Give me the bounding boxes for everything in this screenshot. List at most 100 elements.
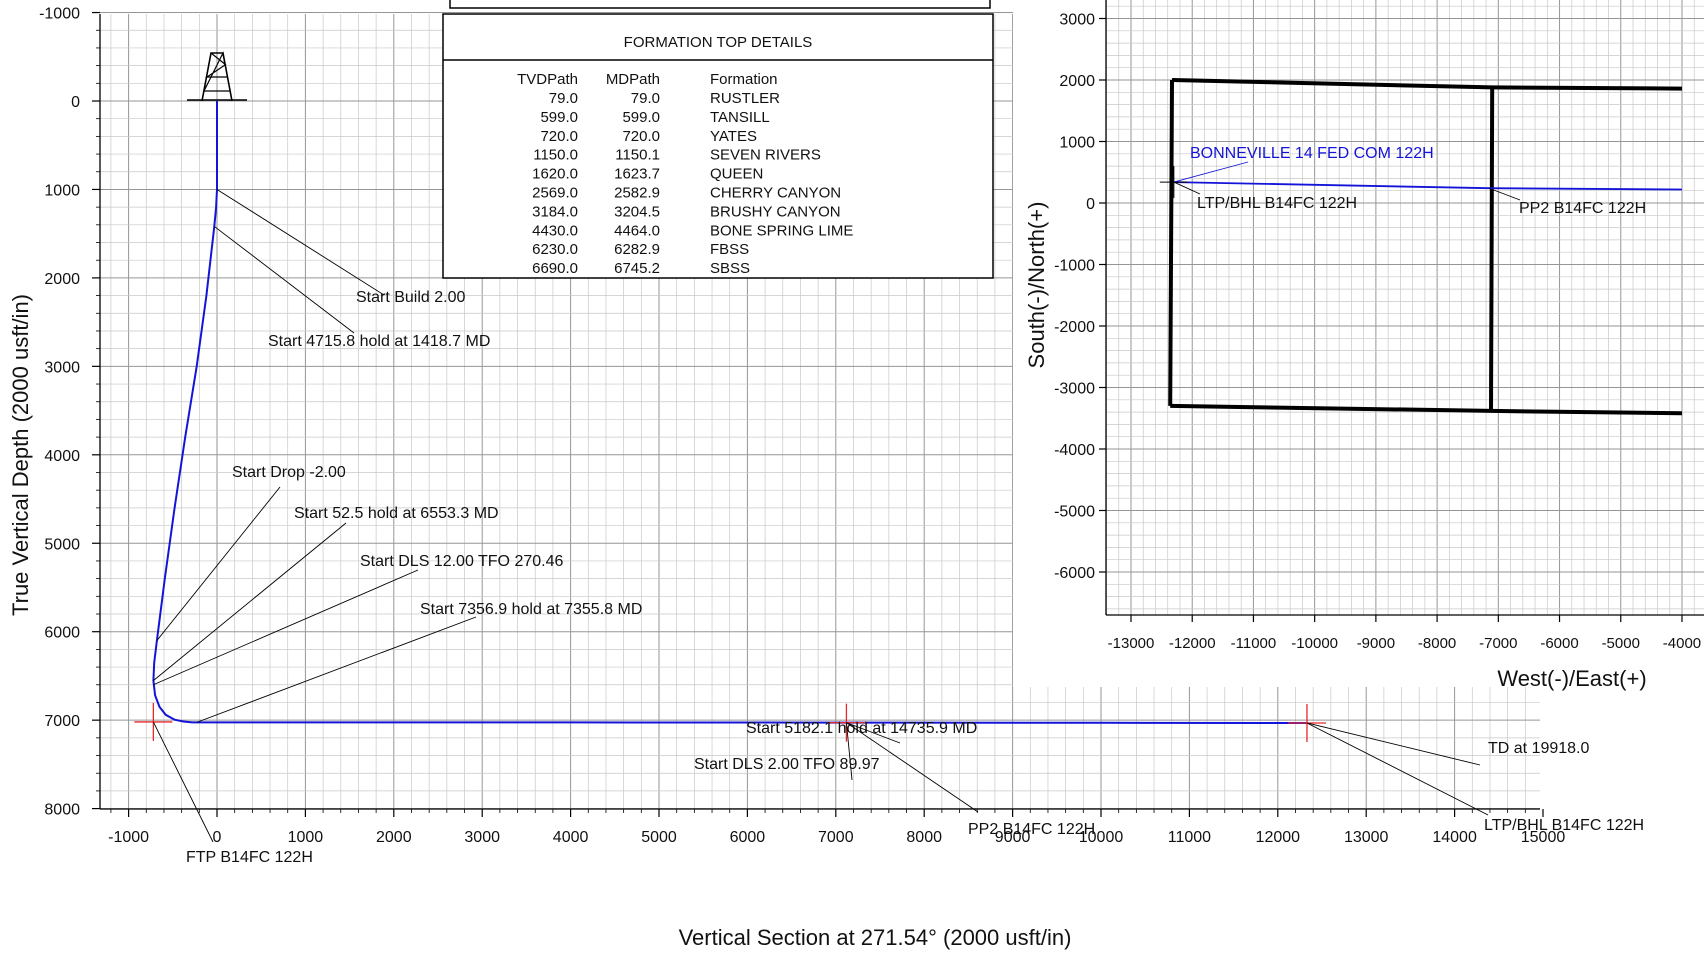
table-cell-md: 3204.5 xyxy=(614,203,660,220)
annotation-label: Start 7356.9 hold at 7355.8 MD xyxy=(420,601,642,618)
plan-x-axis-title: West(-)/East(+) xyxy=(1497,666,1646,691)
table-cell-formation: SEVEN RIVERS xyxy=(710,147,821,164)
vertical-section-axes: -1000 0 1000 2000 3000 4000 5000 6000 7000 8000 90… xyxy=(8,6,1565,950)
table-cell-formation: QUEEN xyxy=(710,166,763,183)
x-tick-label: 10000 xyxy=(1079,829,1124,846)
y-axis-title: True Vertical Depth (2000 usft/in) xyxy=(8,294,33,616)
plan-y-tick-label: 3000 xyxy=(1059,12,1095,29)
formation-top-table: FORMATION TOP DETAILS TVDPath MDPath For… xyxy=(442,0,994,279)
annotation-leader xyxy=(214,226,355,334)
x-tick-label: 12000 xyxy=(1256,829,1301,846)
col-header-tvd: TVDPath xyxy=(517,71,578,88)
annotation-leader xyxy=(196,616,477,723)
x-tick-label: 0 xyxy=(213,829,222,846)
annotation-label: Start 4715.8 hold at 1418.7 MD xyxy=(268,333,490,350)
drilling-rig-icon xyxy=(187,51,247,102)
plan-x-tick-label: -9000 xyxy=(1357,635,1395,652)
plan-x-tick-label: -5000 xyxy=(1602,635,1640,652)
annotation-leader xyxy=(153,569,419,686)
table-cell-md: 599.0 xyxy=(622,109,660,126)
x-tick-label: 4000 xyxy=(553,829,589,846)
table-title: FORMATION TOP DETAILS xyxy=(624,34,813,51)
rig-bracing xyxy=(203,51,227,92)
table-cell-md: 6282.9 xyxy=(614,241,660,258)
table-cell-formation: FBSS xyxy=(710,241,749,258)
col-header-formation: Formation xyxy=(710,71,778,88)
y-tick-label: 1000 xyxy=(44,182,80,199)
plan-x-tick-label: -4000 xyxy=(1663,635,1701,652)
marker-label: FTP B14FC 122H xyxy=(186,849,313,866)
annotation-leader xyxy=(845,722,853,781)
annotation-label: TD at 19918.0 xyxy=(1488,740,1590,757)
x-tick-label: 13000 xyxy=(1344,829,1389,846)
plan-marker-label: LTP/BHL B14FC 122H xyxy=(1197,195,1357,212)
table-cell-formation: BONE SPRING LIME xyxy=(710,222,853,239)
plan-view-axes: -13000 -12000 -11000 -10000 -9000 -8000 -7000-… xyxy=(1024,0,1704,691)
x-tick-label: 5000 xyxy=(641,829,677,846)
plan-x-tick-label: -7000 xyxy=(1479,635,1517,652)
lease-boundary-line xyxy=(1168,79,1174,406)
col-header-md: MDPath xyxy=(606,71,660,88)
marker-label: LTP/BHL B14FC 122H xyxy=(1484,817,1644,834)
x-tick-label: 2000 xyxy=(376,829,412,846)
plan-y-tick-label: -6000 xyxy=(1054,565,1095,582)
table-cell-tvd: 1620.0 xyxy=(532,166,578,183)
table-cell-md: 6745.2 xyxy=(614,260,660,277)
annotation-leader xyxy=(153,522,347,681)
y-tick-label: 8000 xyxy=(44,802,80,819)
table-rows: 79.0 79.0 RUSTLER 599.0 599.0 TANSILL 720.0 720… xyxy=(532,90,853,277)
annotation-label: Start 52.5 hold at 6553.3 MD xyxy=(294,505,499,522)
y-tick-label: 6000 xyxy=(44,625,80,642)
table-cell-tvd: 720.0 xyxy=(540,128,578,145)
well-name-label: BONNEVILLE 14 FED COM 122H xyxy=(1190,145,1434,162)
y-tick-label: 2000 xyxy=(44,271,80,288)
annotation-label: Start Build 2.00 xyxy=(356,289,466,306)
x-tick-label: 6000 xyxy=(730,829,766,846)
x-tick-label: 9000 xyxy=(995,829,1031,846)
annotation-label: Start DLS 12.00 TFO 270.46 xyxy=(360,553,563,570)
x-tick-label: 7000 xyxy=(818,829,854,846)
plan-x-tick-label: -8000 xyxy=(1418,635,1456,652)
table-cell-tvd: 599.0 xyxy=(540,109,578,126)
table-cell-formation: YATES xyxy=(710,128,757,145)
table-cell-md: 2582.9 xyxy=(614,185,660,202)
x-tick-label: 3000 xyxy=(464,829,500,846)
plan-marker-leader xyxy=(1488,187,1521,201)
plan-x-tick-label: -13000 xyxy=(1108,635,1155,652)
rig-bracing-2 xyxy=(210,52,227,66)
table-cell-md: 4464.0 xyxy=(614,222,660,239)
table-cell-formation: SBSS xyxy=(710,260,750,277)
plan-x-tick-label: -6000 xyxy=(1540,635,1578,652)
x-tick-label: 15000 xyxy=(1521,829,1566,846)
annotation-label: Start 5182.1 hold at 14735.9 MD xyxy=(746,720,977,737)
marker-label: PP2 B14FC 122H xyxy=(968,821,1095,838)
plan-wellpath-line xyxy=(1173,181,1683,191)
plan-y-axis-title: South(-)/North(+) xyxy=(1024,202,1049,369)
plan-y-tick-label: 2000 xyxy=(1059,73,1095,90)
plan-y-tick-label: 1000 xyxy=(1059,135,1095,152)
plan-y-tick-label: -4000 xyxy=(1054,442,1095,459)
table-cell-md: 720.0 xyxy=(622,128,660,145)
y-tick-label: 0 xyxy=(71,94,80,111)
plan-view-inset: -13000 -12000 -11000 -10000 -9000 -8000 -7000-… xyxy=(1013,0,1704,691)
plan-y-tick-label: 0 xyxy=(1086,196,1095,213)
plan-marker-leader xyxy=(1173,181,1201,195)
vertical-section-annotations: Start Build 2.00 Start 4715.8 hold at 141… xyxy=(152,189,1644,866)
annotation-label: Start Drop -2.00 xyxy=(232,464,346,481)
table-cell-formation: TANSILL xyxy=(710,109,770,126)
table-cell-md: 79.0 xyxy=(631,90,660,107)
plan-x-tick-label: -10000 xyxy=(1291,635,1338,652)
plan-y-tick-label: -1000 xyxy=(1054,258,1095,275)
table-cell-md: 1150.1 xyxy=(615,147,660,164)
table-cell-formation: RUSTLER xyxy=(710,90,780,107)
x-tick-label: 8000 xyxy=(906,829,942,846)
x-tick-label: 14000 xyxy=(1432,829,1477,846)
table-cell-tvd: 2569.0 xyxy=(532,185,578,202)
y-tick-label: 3000 xyxy=(44,359,80,376)
plan-x-tick-label: -11000 xyxy=(1231,635,1277,652)
plan-y-tick-label: -2000 xyxy=(1054,319,1095,336)
plan-y-tick-label: -5000 xyxy=(1054,504,1095,521)
x-tick-label: 11000 xyxy=(1168,829,1211,846)
plan-y-tick-label: -3000 xyxy=(1054,381,1095,398)
